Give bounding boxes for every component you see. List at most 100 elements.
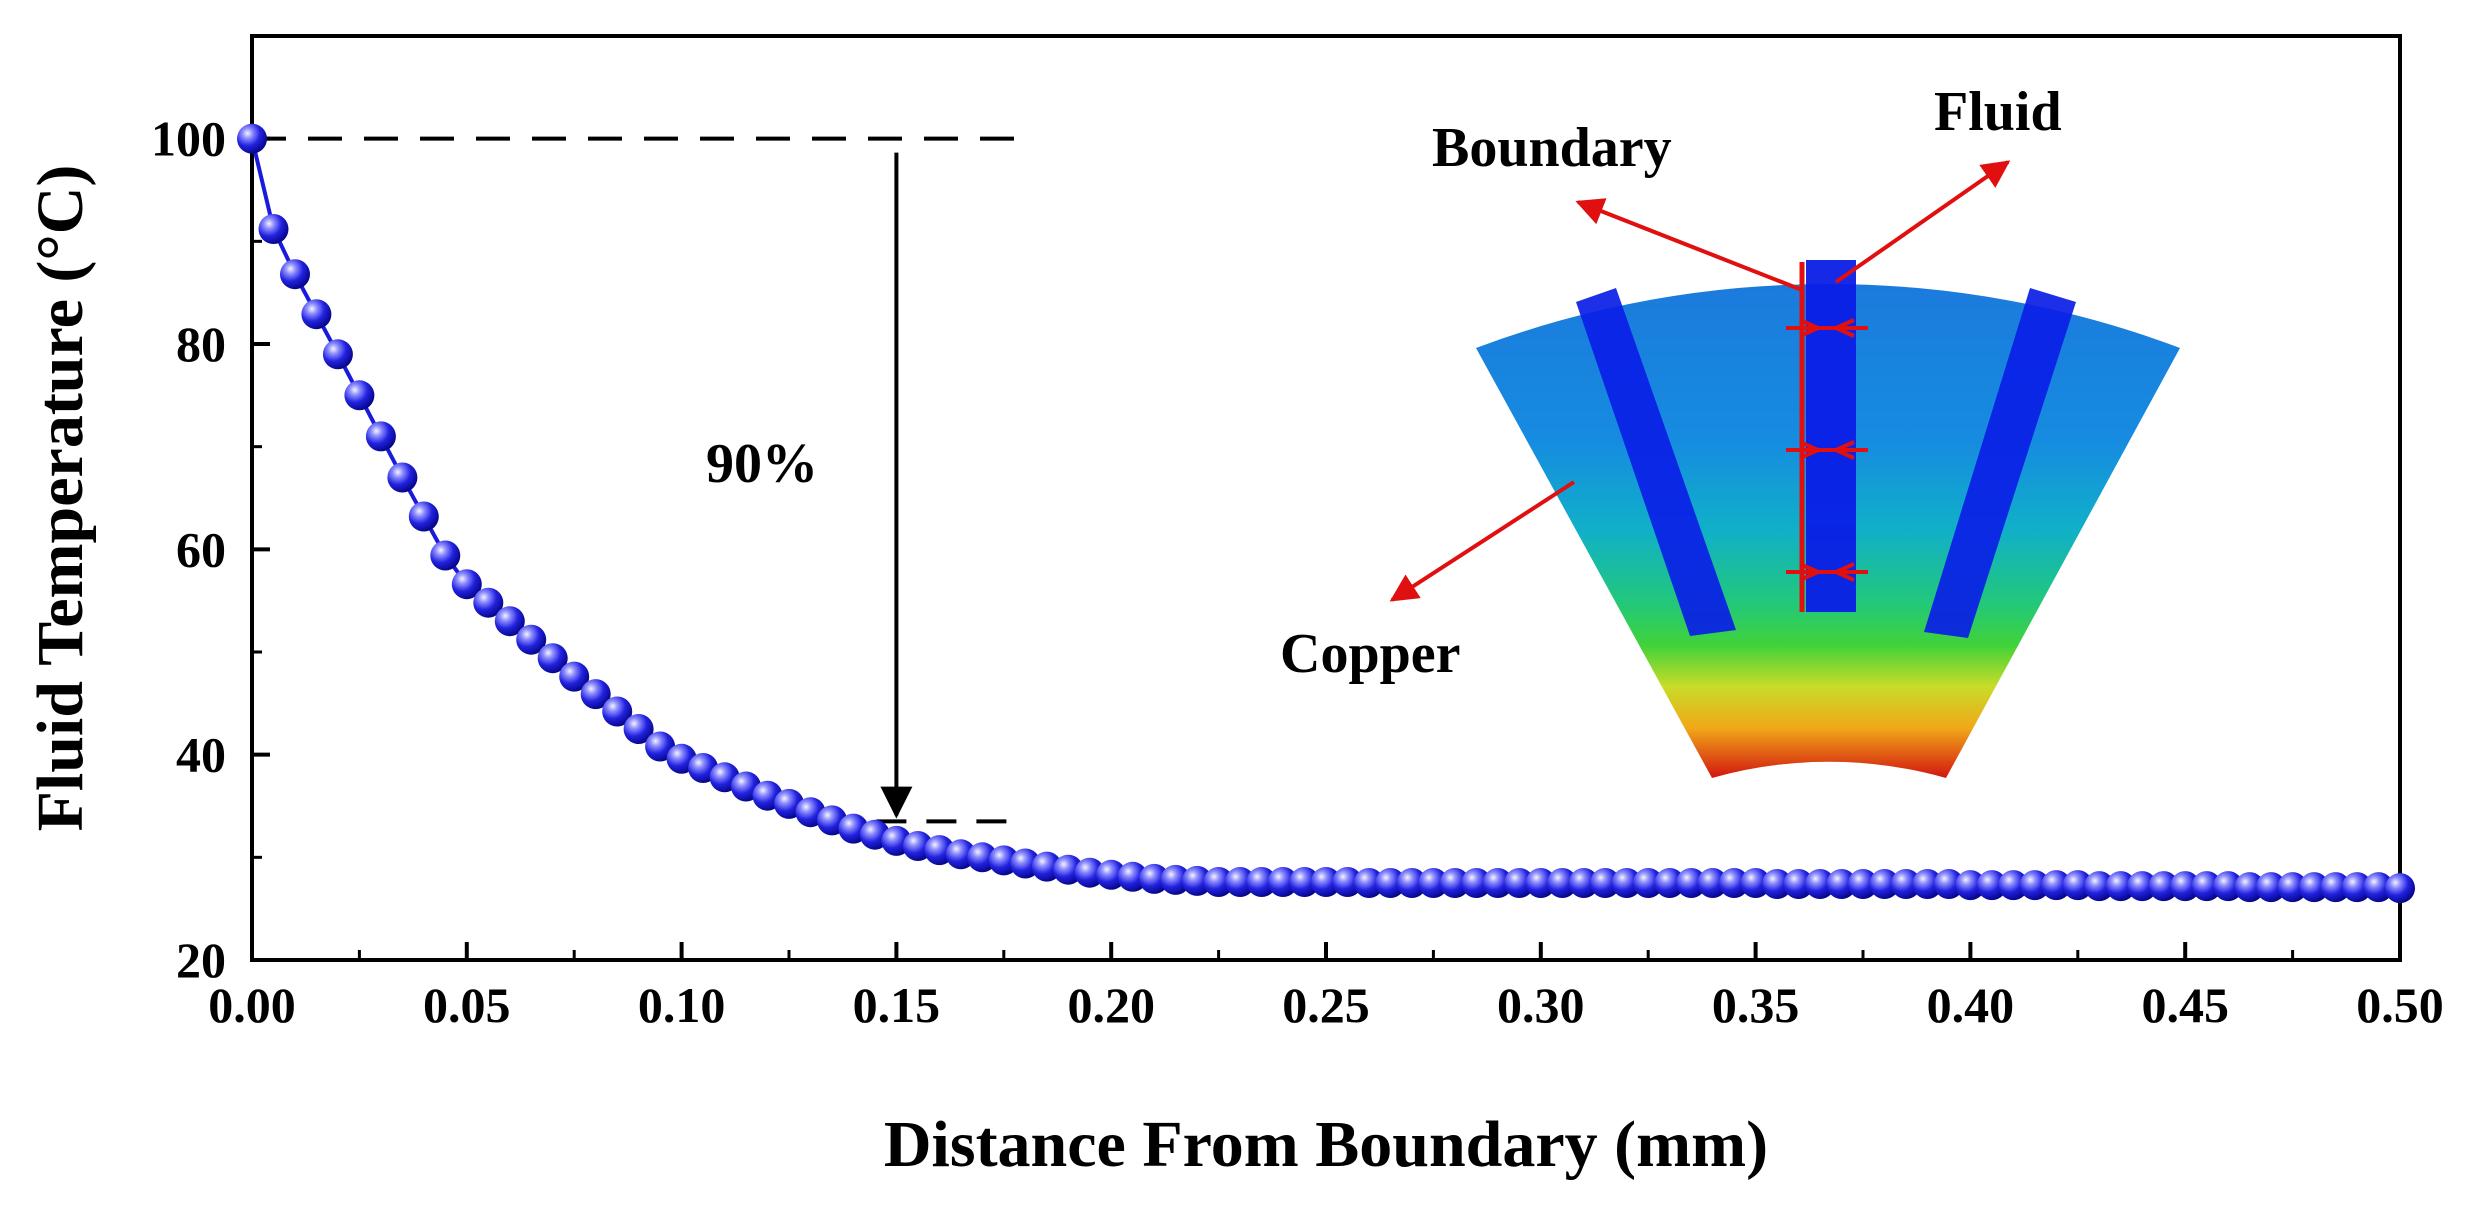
data-point: [2148, 871, 2179, 902]
data-point: [1525, 868, 1556, 898]
x-tick-label: 0.15: [853, 977, 941, 1033]
data-point: [1998, 870, 2029, 901]
data-point: [1590, 868, 1621, 898]
flow-markers: [1786, 318, 1868, 582]
data-point: [1719, 868, 1750, 898]
data-point: [1848, 869, 1878, 899]
fluid-arrow: [1834, 160, 2011, 284]
data-point: [494, 606, 525, 637]
data-point: [1439, 868, 1470, 898]
data-point: [1933, 869, 1964, 899]
data-point: [473, 587, 504, 618]
data-point: [1268, 867, 1298, 897]
data-point: [1547, 868, 1578, 898]
data-point: [2277, 872, 2308, 903]
data-point: [1396, 868, 1427, 898]
data-point: [2385, 873, 2415, 904]
data-point: [537, 643, 568, 674]
x-tick-label: 0.30: [1497, 977, 1585, 1033]
percent-label: 90%: [706, 433, 818, 495]
data-point: [1504, 868, 1535, 898]
series-fluid-temperature: [237, 123, 2415, 904]
data-point: [1354, 868, 1384, 898]
data-point: [1160, 864, 1191, 895]
data-point: [1676, 868, 1707, 898]
data-point: [344, 380, 375, 411]
data-point: [1418, 868, 1449, 898]
data-point: [451, 569, 482, 600]
x-tick-label: 0.50: [2356, 977, 2444, 1033]
data-point: [365, 421, 396, 452]
inset-simulation: Boundary Fluid Copper: [1280, 81, 2180, 778]
data-point: [322, 339, 353, 370]
data-point: [2019, 870, 2050, 901]
data-point: [1289, 867, 1320, 897]
data-point: [559, 661, 590, 692]
axis-ticks: 0.00 0.05 0.10 0.15 0.20 0.25 0.30 0.35 0.40 0.45…: [151, 111, 2444, 1033]
data-point: [1246, 867, 1277, 897]
data-point: [1096, 859, 1127, 890]
copper-label: Copper: [1280, 623, 1460, 685]
x-tick-label: 0.35: [1712, 977, 1800, 1033]
data-point: [1611, 868, 1642, 898]
data-point: [602, 696, 633, 727]
data-point: [301, 299, 332, 330]
data-point: [1225, 867, 1256, 897]
data-point: [1826, 869, 1857, 899]
x-tick-label: 0.10: [638, 977, 726, 1033]
data-point: [2213, 871, 2244, 902]
data-point: [430, 540, 461, 571]
y-tick-label: 60: [176, 521, 226, 577]
data-point: [2127, 871, 2158, 902]
data-point: [1117, 861, 1148, 892]
data-point: [2256, 872, 2287, 903]
x-axis-title: Distance From Boundary (mm): [884, 1108, 1768, 1181]
data-point: [1869, 869, 1900, 899]
data-point: [2363, 872, 2394, 903]
data-point: [2041, 870, 2072, 901]
data-point: [2170, 871, 2201, 902]
data-point: [1805, 869, 1835, 899]
y-tick-label: 40: [176, 727, 226, 783]
data-point: [1697, 868, 1728, 898]
y-tick-label: 80: [176, 316, 226, 372]
data-point: [280, 259, 310, 290]
x-tick-label: 0.25: [1282, 977, 1370, 1033]
y-tick-label: 20: [176, 932, 226, 988]
data-point: [1311, 867, 1341, 897]
data-point: [387, 462, 418, 493]
data-point: [1955, 870, 1986, 901]
data-point: [1891, 869, 1921, 899]
data-point: [1783, 869, 1814, 899]
fluid-channel-right: [1924, 288, 2076, 638]
data-point: [1740, 868, 1771, 898]
data-point: [2234, 872, 2265, 903]
data-point: [2191, 871, 2222, 902]
y-tick-label: 100: [151, 111, 226, 167]
x-tick-label: 0.45: [2141, 977, 2229, 1033]
data-point: [408, 501, 439, 532]
data-point: [237, 123, 267, 154]
data-point: [1762, 869, 1793, 899]
data-point: [1482, 868, 1513, 898]
data-point: [1375, 868, 1406, 898]
data-point: [1203, 867, 1234, 897]
x-tick-label: 0.00: [208, 977, 296, 1033]
data-point: [516, 624, 547, 655]
data-point: [1139, 863, 1170, 894]
fluid-channel-left: [1576, 288, 1736, 636]
data-point: [2062, 870, 2093, 901]
data-point: [1654, 868, 1685, 898]
x-tick-label: 0.05: [423, 977, 511, 1033]
data-point: [580, 679, 611, 710]
reference-annotation: [252, 136, 1026, 824]
data-point: [1074, 857, 1105, 888]
data-point: [1332, 867, 1363, 897]
fluid-channel-center: [1806, 260, 1856, 612]
x-tick-label: 0.20: [1067, 977, 1155, 1033]
data-point: [2299, 872, 2330, 903]
data-point: [1912, 869, 1943, 899]
data-point: [258, 214, 289, 244]
data-point: [2084, 871, 2115, 902]
